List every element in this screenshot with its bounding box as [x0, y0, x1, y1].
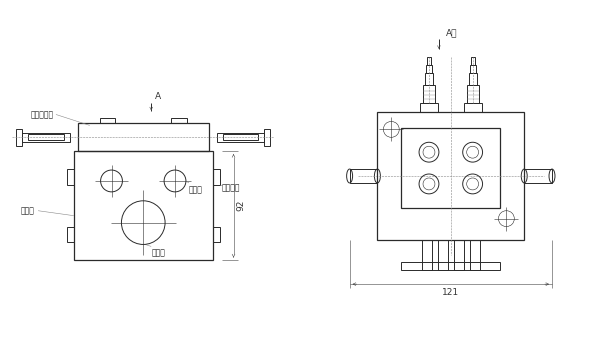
Bar [377, 112, 524, 240]
Text: 进气口: 进气口 [151, 249, 165, 257]
Bar [469, 73, 477, 85]
Bar [74, 151, 213, 260]
Bar [28, 134, 64, 140]
Text: 混合块: 混合块 [20, 206, 34, 215]
Bar [78, 124, 209, 151]
Bar [171, 118, 187, 124]
Bar [454, 240, 464, 270]
Text: 进油口: 进油口 [189, 185, 203, 194]
Bar [471, 57, 474, 65]
Bar [420, 102, 438, 112]
Bar [217, 133, 264, 142]
Bar [22, 133, 70, 142]
Bar [67, 227, 74, 243]
Bar [213, 169, 220, 185]
Bar [16, 129, 22, 146]
Bar [67, 169, 74, 185]
Bar [425, 73, 433, 85]
Bar [422, 240, 432, 270]
Bar [427, 57, 431, 65]
Text: A向: A向 [446, 28, 458, 37]
Bar [464, 102, 482, 112]
Text: 双线分配器: 双线分配器 [30, 110, 54, 119]
Bar [223, 134, 258, 140]
Bar [401, 262, 500, 270]
Bar [99, 118, 116, 124]
Bar [438, 240, 448, 270]
Bar [467, 85, 479, 102]
Bar [213, 227, 220, 243]
Text: 油气出口: 油气出口 [222, 183, 240, 192]
Bar [524, 169, 552, 183]
Text: 92: 92 [237, 200, 246, 211]
Bar [470, 65, 476, 73]
Bar [350, 169, 377, 183]
Text: A: A [155, 92, 161, 101]
Bar [264, 129, 270, 146]
Bar [426, 65, 432, 73]
Bar [401, 128, 500, 208]
Bar [423, 85, 435, 102]
Bar [470, 240, 480, 270]
Text: 121: 121 [442, 288, 459, 297]
